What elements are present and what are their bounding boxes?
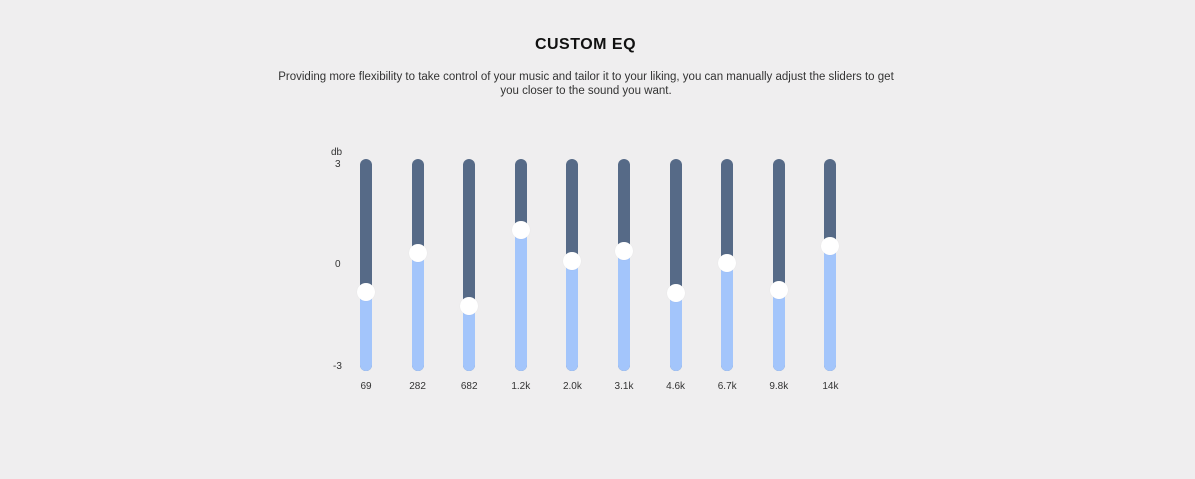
eq-band-6: 4.6k bbox=[662, 159, 690, 395]
eq-slider-track[interactable] bbox=[514, 159, 527, 371]
eq-slider-fill bbox=[772, 289, 785, 371]
eq-frequency-label: 2.0k bbox=[562, 381, 582, 392]
eq-slider-fill bbox=[669, 293, 682, 371]
eq-slider-track[interactable] bbox=[618, 159, 630, 371]
eq-frequency-label: 282 bbox=[409, 381, 426, 392]
eq-band-3: 1.2k bbox=[507, 159, 535, 395]
eq-band-1: 282 bbox=[404, 159, 432, 395]
eq-band-7: 6.7k bbox=[713, 159, 741, 395]
eq-frequency-label: 6.7k bbox=[717, 381, 737, 392]
page-title: CUSTOM EQ bbox=[534, 36, 637, 53]
eq-slider-track[interactable] bbox=[669, 159, 682, 371]
eq-slider-thumb[interactable] bbox=[357, 282, 375, 301]
eq-slider-fill bbox=[514, 229, 527, 371]
eq-band-4: 2.0k bbox=[558, 159, 586, 395]
eq-slider-fill bbox=[411, 252, 424, 371]
eq-slider-fill bbox=[566, 261, 579, 371]
db-unit-label: db bbox=[331, 147, 343, 158]
eq-band-9: 14k bbox=[816, 159, 844, 395]
eq-frequency-label: 682 bbox=[460, 381, 478, 392]
eq-slider-track[interactable] bbox=[824, 159, 837, 371]
eq-slider-thumb[interactable] bbox=[563, 252, 582, 271]
eq-slider-thumb[interactable] bbox=[408, 243, 427, 262]
eq-frequency-label: 69 bbox=[360, 381, 372, 392]
db-max-label: 3 bbox=[335, 159, 341, 170]
eq-slider-thumb[interactable] bbox=[821, 236, 840, 255]
eq-slider-track[interactable] bbox=[411, 159, 424, 371]
db-min-label: -3 bbox=[333, 361, 342, 372]
eq-slider-track[interactable] bbox=[360, 159, 372, 371]
eq-band-5: 3.1k bbox=[610, 159, 638, 395]
eq-slider-thumb[interactable] bbox=[460, 296, 479, 315]
eq-slider-track[interactable] bbox=[463, 159, 476, 371]
eq-slider-fill bbox=[824, 245, 837, 371]
eq-frequency-label: 4.6k bbox=[666, 381, 686, 392]
eq-band-8: 9.8k bbox=[765, 159, 793, 395]
eq-slider-fill bbox=[721, 263, 734, 371]
eq-slider-track[interactable] bbox=[721, 159, 734, 371]
eq-slider-thumb[interactable] bbox=[615, 241, 633, 260]
eq-slider-thumb[interactable] bbox=[511, 220, 530, 239]
eq-band-2: 682 bbox=[455, 159, 483, 395]
eq-slider-fill bbox=[618, 250, 630, 371]
eq-frequency-label: 14k bbox=[822, 381, 839, 392]
eq-slider-thumb[interactable] bbox=[769, 280, 788, 299]
eq-slider-thumb[interactable] bbox=[666, 284, 685, 303]
eq-slider-thumb[interactable] bbox=[718, 254, 737, 273]
eq-slider-track[interactable] bbox=[772, 159, 785, 371]
db-zero-label: 0 bbox=[335, 259, 341, 270]
eq-frequency-label: 3.1k bbox=[614, 381, 634, 392]
eq-slider-fill bbox=[360, 291, 372, 371]
page-description: Providing more flexibility to take contr… bbox=[278, 71, 894, 97]
eq-slider-fill bbox=[463, 305, 476, 371]
eq-frequency-label: 1.2k bbox=[511, 381, 531, 392]
eq-band-0: 69 bbox=[352, 159, 380, 395]
eq-frequency-label: 9.8k bbox=[769, 381, 789, 392]
